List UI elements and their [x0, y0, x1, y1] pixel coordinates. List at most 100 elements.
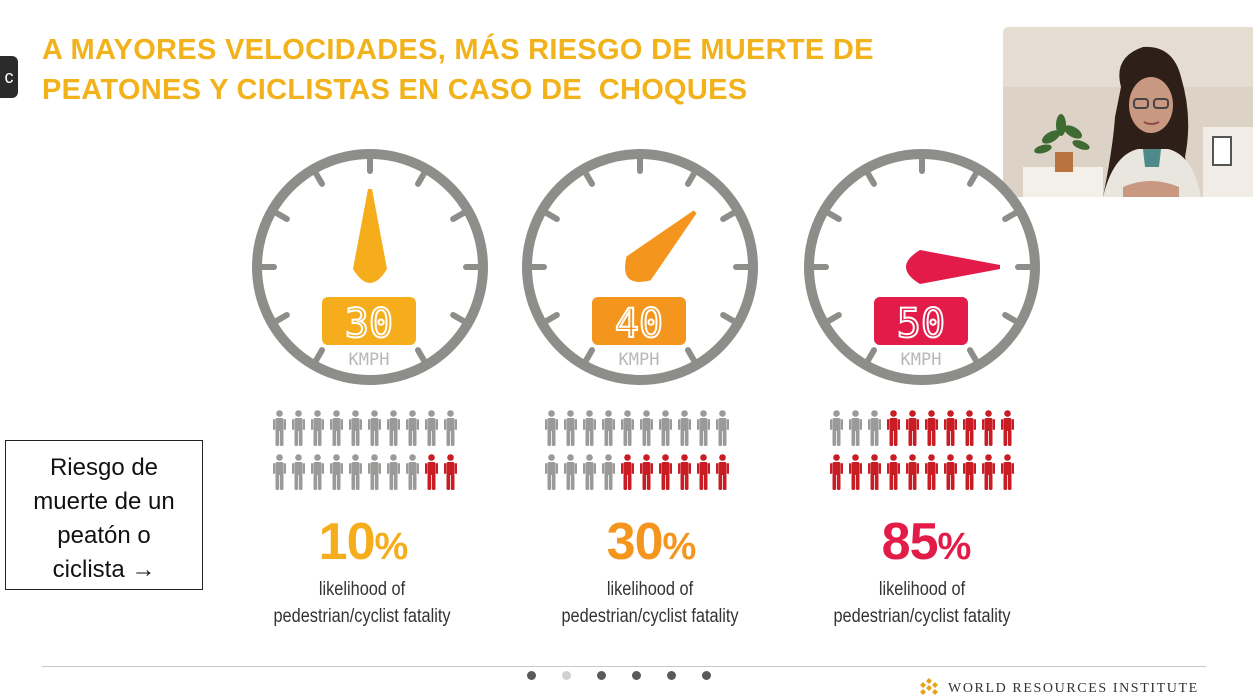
footer-divider [42, 666, 1206, 667]
percent-value: 10 [318, 513, 376, 571]
fatality-percent: 30% [531, 512, 771, 577]
fatality-percent: 10% [243, 512, 483, 577]
caption-line: likelihood of [318, 579, 406, 600]
person-survivor-icon [564, 454, 577, 491]
person-fatal-icon [830, 454, 843, 491]
person-fatal-icon [425, 454, 438, 491]
organization-name: WORLD RESOURCES INSTITUTE [948, 681, 1199, 696]
speed-unit: KMPH [349, 350, 390, 370]
speed-value: 30 [345, 301, 393, 347]
person-fatal-icon [963, 454, 976, 491]
people-pictogram-40 [545, 410, 735, 494]
callout-line: peatón o [57, 522, 151, 549]
person-survivor-icon [602, 454, 615, 491]
dial-tick [415, 347, 427, 364]
person-survivor-icon [678, 410, 691, 447]
dial-tick [1002, 312, 1019, 324]
person-survivor-icon [330, 454, 343, 491]
slide-title-line: A MAYORES VELOCIDADES, MÁS RIESGO DE MUE… [42, 34, 874, 66]
person-fatal-icon [640, 454, 653, 491]
pagination-dot[interactable] [702, 671, 711, 680]
dial-tick [825, 312, 842, 324]
slide-title: A MAYORES VELOCIDADES, MÁS RIESGO DE MUE… [42, 30, 972, 110]
caption-line: likelihood of [606, 579, 694, 600]
caption-line: likelihood of [878, 579, 966, 600]
dial-tick [865, 170, 877, 187]
person-fatal-icon [868, 454, 881, 491]
fatality-caption: likelihood of pedestrian/cyclist fatalit… [538, 576, 762, 630]
dial-tick [720, 312, 737, 324]
speaker-video[interactable] [1003, 27, 1253, 197]
person-survivor-icon [368, 410, 381, 447]
speedometer-needle [625, 210, 697, 282]
speed-value: 50 [897, 301, 945, 347]
person-survivor-icon [387, 454, 400, 491]
person-survivor-icon [368, 454, 381, 491]
slide-pagination [0, 671, 1253, 681]
dial-tick [313, 170, 325, 187]
person-fatal-icon [982, 410, 995, 447]
person-survivor-icon [387, 410, 400, 447]
dial-tick [543, 312, 560, 324]
pagination-dot[interactable] [562, 671, 571, 680]
dial-tick [583, 347, 595, 364]
person-survivor-icon [425, 410, 438, 447]
person-survivor-icon [697, 410, 710, 447]
person-survivor-icon [583, 454, 596, 491]
dial-tick [450, 210, 467, 222]
side-panel-toggle[interactable]: c [0, 56, 18, 98]
percent-sign: % [374, 526, 409, 568]
speedometer-40-icon: 40 KMPH [522, 149, 758, 385]
person-fatal-icon [944, 410, 957, 447]
person-survivor-icon [640, 410, 653, 447]
pagination-dot[interactable] [527, 671, 536, 680]
person-survivor-icon [311, 454, 324, 491]
pagination-dot[interactable] [667, 671, 676, 680]
person-survivor-icon [849, 410, 862, 447]
person-survivor-icon [545, 454, 558, 491]
person-survivor-icon [406, 454, 419, 491]
people-pictogram-30 [273, 410, 463, 494]
pagination-dot[interactable] [632, 671, 641, 680]
dial-tick [415, 170, 427, 187]
person-survivor-icon [659, 410, 672, 447]
fatality-caption: likelihood of pedestrian/cyclist fatalit… [250, 576, 474, 630]
person-fatal-icon [716, 454, 729, 491]
dial-tick [825, 210, 842, 222]
person-survivor-icon [868, 410, 881, 447]
person-fatal-icon [444, 454, 457, 491]
person-survivor-icon [311, 410, 324, 447]
person-survivor-icon [349, 454, 362, 491]
pagination-dot[interactable] [597, 671, 606, 680]
speaker-video-frame [1003, 27, 1253, 197]
person-fatal-icon [678, 454, 691, 491]
person-fatal-icon [621, 454, 634, 491]
speed-unit: KMPH [619, 350, 660, 370]
speed-display [874, 297, 968, 345]
speedometer-30-icon: 30 KMPH [252, 149, 488, 385]
percent-value: 85 [881, 513, 939, 571]
dial-tick [865, 347, 877, 364]
person-survivor-icon [273, 454, 286, 491]
dial-tick [967, 347, 979, 364]
wri-logo-icon [920, 678, 938, 695]
caption-line: pedestrian/cyclist fatality [561, 606, 739, 627]
person-fatal-icon [925, 454, 938, 491]
slide-title-line: PEATONES Y CICLISTAS EN CASO DE CHOQUES [42, 74, 748, 106]
speedometer-needle [353, 189, 387, 283]
person-survivor-icon [621, 410, 634, 447]
person-survivor-icon [292, 454, 305, 491]
person-survivor-icon [564, 410, 577, 447]
percent-sign: % [662, 526, 697, 568]
person-survivor-icon [583, 410, 596, 447]
speed-value: 40 [615, 301, 663, 347]
speed-unit: KMPH [901, 350, 942, 370]
person-fatal-icon [849, 454, 862, 491]
people-pictogram-50 [830, 410, 1020, 494]
person-fatal-icon [1001, 410, 1014, 447]
risk-callout-box: Riesgo de muerte de un peatón o ciclista… [5, 440, 203, 590]
person-fatal-icon [1001, 454, 1014, 491]
person-fatal-icon [697, 454, 710, 491]
person-survivor-icon [716, 410, 729, 447]
dial-tick [685, 170, 697, 187]
